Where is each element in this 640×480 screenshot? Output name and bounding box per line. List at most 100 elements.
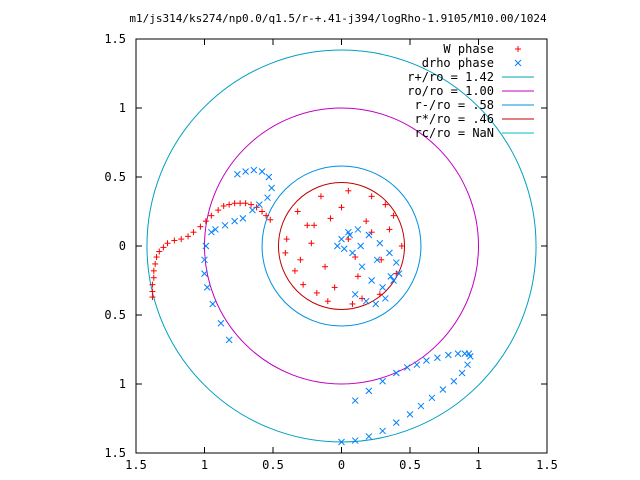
w-phase-point-1-0: [345, 187, 352, 194]
drho-phase-point-2-21: [373, 256, 381, 264]
w-phase-point-1-4: [291, 267, 298, 274]
drho-phase-point-1-1: [351, 437, 359, 444]
legend-marker-1: [514, 59, 522, 67]
w-phase-point-0-1: [149, 288, 156, 295]
drho-phase-point-0-16: [249, 206, 256, 214]
drho-phase-point-1-23: [365, 387, 373, 395]
w-phase-point-0-26: [263, 212, 270, 219]
w-phase-point-1-10: [390, 212, 397, 219]
legend-label-2: r+/ro = 1.42: [407, 70, 494, 84]
drho-phase-point-1-8: [439, 386, 447, 393]
w-phase-point-0-10: [171, 237, 178, 244]
drho-phase-point-2-20: [346, 231, 354, 239]
y-tick-label-2: 0.5: [104, 170, 126, 184]
drho-phase-point-2-15: [351, 290, 359, 298]
w-phase-point-1-1: [317, 193, 324, 200]
w-phase-point-0-23: [248, 201, 255, 208]
drho-phase-point-1-21: [392, 369, 400, 377]
w-phase-point-0-19: [226, 201, 233, 208]
radius-circle-1: [204, 107, 479, 385]
drho-phase-point-0-12: [265, 173, 273, 181]
drho-phase-point-0-7: [225, 336, 233, 344]
drho-phase-point-1-16: [445, 351, 452, 359]
x-tick-label-0: 1.5: [125, 458, 147, 472]
w-phase-point-0-3: [150, 274, 157, 281]
w-phase-point-1-8: [393, 270, 400, 277]
data-points: [149, 166, 474, 446]
x-tick-label-5: 1: [475, 458, 482, 472]
axes: 1.5 1 0.5 0 0.5 1 1.51.510.500.511.5: [104, 32, 558, 472]
w-phase-point-1-29: [359, 295, 366, 302]
drho-phase-point-2-17: [372, 300, 380, 308]
y-tick-label-6: 1.5: [104, 446, 126, 460]
w-phase-point-0-6: [153, 254, 160, 261]
drho-phase-point-1-5: [406, 411, 414, 418]
legend-label-5: r*/ro = .46: [415, 112, 494, 126]
drho-phase-point-2-9: [379, 284, 386, 291]
w-phase-point-1-21: [327, 215, 334, 222]
drho-phase-point-2-3: [365, 231, 373, 239]
w-phase-point-0-18: [220, 202, 227, 209]
w-phase-point-0-7: [156, 248, 163, 255]
w-phase-point-0-12: [185, 233, 192, 240]
w-phase-point-1-27: [311, 222, 318, 229]
w-phase-point-0-21: [237, 200, 244, 207]
drho-phase-point-0-2: [201, 256, 208, 264]
w-phase-point-0-4: [150, 267, 157, 274]
drho-phase-point-0-1: [202, 242, 210, 250]
drho-phase-point-1-18: [423, 357, 430, 364]
x-tick-label-2: 0.5: [262, 458, 284, 472]
w-phase-point-0-2: [149, 281, 156, 288]
drho-phase-point-0-6: [217, 319, 225, 327]
w-phase-point-1-23: [322, 263, 329, 270]
drho-phase-point-1-9: [450, 377, 458, 385]
drho-phase-point-1-24: [351, 397, 359, 404]
drho-phase-point-2-19: [357, 242, 365, 250]
w-phase-point-0-5: [152, 260, 159, 267]
w-phase-point-1-28: [382, 201, 389, 208]
w-phase-point-0-11: [178, 236, 185, 243]
drho-phase-point-0-15: [255, 201, 263, 208]
drho-phase-point-0-0: [207, 228, 215, 236]
w-phase-point-0-17: [215, 207, 222, 214]
drho-phase-point-1-19: [413, 361, 421, 369]
drho-phase-point-0-20: [212, 226, 219, 233]
w-phase-point-1-15: [300, 281, 307, 288]
y-tick-label-0: 1.5: [104, 32, 126, 46]
w-phase-point-0-14: [197, 223, 204, 230]
drho-phase-point-1-17: [434, 354, 441, 362]
drho-phase-point-0-10: [250, 166, 258, 174]
drho-phase-point-0-5: [209, 300, 217, 308]
chart-title: m1/js314/ks274/np0.0/q1.5/r-+.41-j394/lo…: [129, 12, 547, 25]
legend-label-4: r-/ro = .58: [415, 98, 494, 112]
drho-phase-point-2-11: [358, 263, 366, 271]
w-phase-point-0-0: [149, 294, 156, 301]
w-phase-point-1-7: [376, 291, 383, 298]
drho-phase-point-0-9: [242, 168, 249, 175]
drho-phase-point-1-15: [454, 350, 462, 357]
w-phase-point-1-30: [324, 298, 331, 305]
legend-label-6: rc/ro = NaN: [415, 126, 494, 140]
w-phase-point-1-17: [354, 273, 361, 280]
drho-phase-point-0-17: [239, 215, 247, 222]
drho-phase-point-2-18: [381, 295, 389, 302]
w-phase-point-1-14: [282, 249, 289, 256]
w-phase-point-1-18: [378, 256, 385, 263]
w-phase-point-0-9: [164, 240, 171, 247]
legend-label-3: ro/ro = 1.00: [407, 84, 494, 98]
x-tick-label-4: 0.5: [399, 458, 421, 472]
drho-phase-point-2-13: [340, 245, 348, 253]
w-phase-point-0-22: [242, 200, 249, 207]
drho-phase-point-1-3: [379, 427, 386, 435]
x-tick-label-3: 0: [338, 458, 345, 472]
drho-phase-point-1-6: [417, 402, 425, 410]
y-tick-label-4: 0.5: [104, 308, 126, 322]
w-phase-point-1-13: [304, 222, 311, 229]
y-tick-label-1: 1: [119, 101, 126, 115]
drho-phase-point-2-5: [386, 249, 393, 257]
w-phase-point-1-3: [283, 236, 290, 243]
drho-phase-point-2-6: [392, 259, 400, 266]
drho-phase-point-0-4: [203, 284, 211, 291]
